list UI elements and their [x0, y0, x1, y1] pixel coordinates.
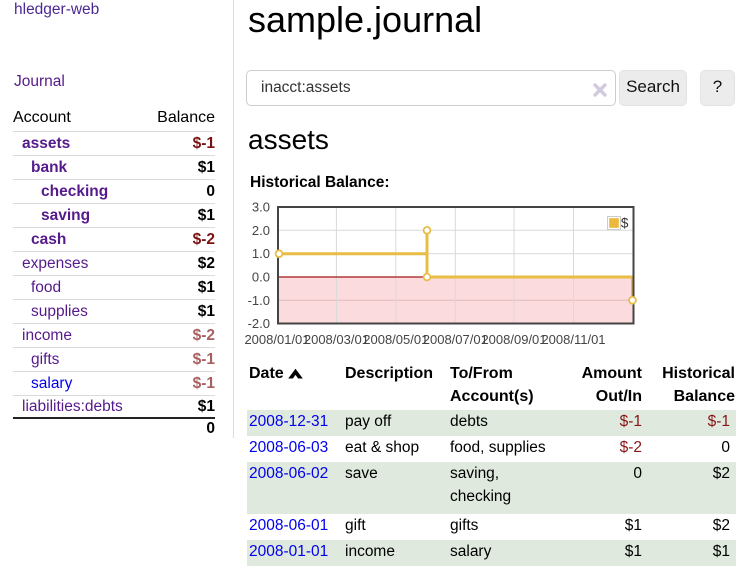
svg-text:2008/05/01: 2008/05/01 [363, 332, 428, 347]
svg-text:2008/11/01: 2008/11/01 [541, 332, 605, 347]
svg-text:-2.0: -2.0 [248, 316, 270, 331]
svg-text:2008/09/01: 2008/09/01 [481, 332, 546, 347]
svg-text:2008/01/01: 2008/01/01 [244, 332, 309, 347]
svg-text:-1.0: -1.0 [248, 293, 270, 308]
svg-text:1.0: 1.0 [252, 246, 270, 261]
svg-text:2008/07/01: 2008/07/01 [423, 332, 488, 347]
svg-text:2008/03/01: 2008/03/01 [304, 332, 369, 347]
svg-text:2.0: 2.0 [252, 223, 270, 238]
svg-text:3.0: 3.0 [252, 200, 270, 215]
svg-text:0.0: 0.0 [252, 270, 270, 285]
svg-text:$: $ [621, 216, 629, 231]
